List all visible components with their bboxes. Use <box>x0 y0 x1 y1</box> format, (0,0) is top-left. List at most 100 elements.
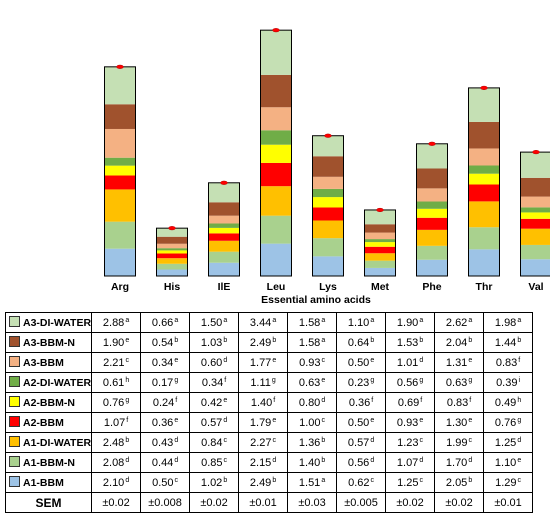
bar-segment-a1-di-water-phe <box>417 230 448 246</box>
significance-letter: b <box>419 337 423 344</box>
significance-letter: d <box>174 457 178 464</box>
series-name: A2-BBM-N <box>23 397 75 409</box>
significance-letter: b <box>370 337 374 344</box>
table-cell: 1.03b <box>190 333 239 353</box>
table-cell: 0.83f <box>484 353 533 373</box>
table-cell: 1.36b <box>288 433 337 453</box>
bar-segment-a3-di-water-lys <box>313 136 344 157</box>
bar-segment-a2-bbm-n-his <box>157 250 188 253</box>
bar-segment-a1-di-water-ile <box>209 241 240 252</box>
bar-segment-a3-bbm-leu <box>261 107 292 130</box>
bar-segment-a3-di-water-leu <box>261 30 292 75</box>
table-cell: 2.48b <box>92 433 141 453</box>
sem-cell: ±0.005 <box>337 493 386 513</box>
significance-letter: i <box>518 377 520 384</box>
table-cell: 1.50a <box>190 313 239 333</box>
table-cell: 1.00c <box>288 413 337 433</box>
bar-segment-a2-bbm-n-lys <box>313 197 344 207</box>
table-cell: 1.07f <box>92 413 141 433</box>
table-cell: 1.51a <box>288 473 337 493</box>
table-cell: 1.11g <box>239 373 288 393</box>
table-cell: 2.27c <box>239 433 288 453</box>
bar-segment-a3-bbm-phe <box>417 188 448 201</box>
bar-segment-a1-bbm-his <box>157 270 188 277</box>
bar-segment-a2-di-water-met <box>365 239 396 242</box>
bar-segment-a1-bbm-n-ile <box>209 252 240 263</box>
bar-segment-a1-di-water-val <box>521 229 550 245</box>
bar-top-marker-leu <box>273 28 280 32</box>
bar-segment-a3-bbm-n-leu <box>261 75 292 107</box>
significance-letter: f <box>126 417 128 424</box>
table-cell: 0.84c <box>190 433 239 453</box>
legend-swatch <box>9 436 20 447</box>
bar-segment-a2-bbm-n-val <box>521 212 550 218</box>
table-cell: 0.76g <box>484 413 533 433</box>
significance-letter: c <box>224 457 228 464</box>
bar-segment-a2-bbm-thr <box>469 184 500 201</box>
legend-swatch <box>9 416 20 427</box>
table-cell: 1.10e <box>484 453 533 473</box>
table-cell: 0.60d <box>190 353 239 373</box>
bar-segment-a2-bbm-phe <box>417 218 448 230</box>
bar-segment-a3-bbm-ile <box>209 216 240 224</box>
bar-segment-a1-bbm-leu <box>261 244 292 276</box>
legend-swatch <box>9 316 20 327</box>
table-cell: 1.44b <box>484 333 533 353</box>
significance-letter: d <box>370 457 374 464</box>
table-cell: 0.50c <box>141 473 190 493</box>
table-cell: 0.24f <box>141 393 190 413</box>
significance-letter: b <box>468 477 472 484</box>
bar-segment-a3-bbm-n-lys <box>313 156 344 177</box>
table-cell: 1.99c <box>435 433 484 453</box>
sem-cell: ±0.03 <box>288 493 337 513</box>
significance-letter: g <box>468 377 472 384</box>
table-cell: 2.05b <box>435 473 484 493</box>
bar-segment-a1-bbm-n-thr <box>469 227 500 249</box>
bar-segment-a1-di-water-lys <box>313 220 344 238</box>
bar-segment-a3-di-water-phe <box>417 144 448 169</box>
table-cell: 1.10a <box>337 313 386 333</box>
sem-cell: ±0.02 <box>386 493 435 513</box>
table-cell: 1.70d <box>435 453 484 473</box>
bar-segment-a3-bbm-thr <box>469 148 500 165</box>
bar-segment-a2-bbm-n-leu <box>261 145 292 163</box>
table-cell: 2.21c <box>92 353 141 373</box>
significance-letter: b <box>174 337 178 344</box>
significance-letter: e <box>272 417 276 424</box>
significance-letter: d <box>174 437 178 444</box>
significance-letter: d <box>223 357 227 364</box>
sem-label: SEM <box>6 493 92 513</box>
significance-letter: a <box>321 317 325 324</box>
significance-letter: e <box>125 337 129 344</box>
significance-letter: b <box>321 457 325 464</box>
bar-segment-a3-bbm-arg <box>105 129 136 158</box>
bar-top-marker-lys <box>325 134 332 138</box>
sem-cell: ±0.02 <box>435 493 484 513</box>
table-cell: 1.77e <box>239 353 288 373</box>
table-cell: 2.49b <box>239 333 288 353</box>
bar-segment-a1-bbm-n-arg <box>105 222 136 249</box>
series-name: A3-BBM-N <box>23 337 75 349</box>
bar-top-marker-val <box>533 150 540 154</box>
legend-swatch <box>9 376 20 387</box>
table-cell: 0.23g <box>337 373 386 393</box>
table-cell: 3.44a <box>239 313 288 333</box>
category-label: Lys <box>319 281 337 293</box>
significance-letter: f <box>224 377 226 384</box>
table-cell: 0.34e <box>141 353 190 373</box>
significance-letter: g <box>370 377 374 384</box>
bars-layer <box>105 28 550 276</box>
table-cell: 1.02b <box>190 473 239 493</box>
legend-swatch <box>9 396 20 407</box>
bar-top-marker-phe <box>429 142 436 146</box>
table-cell: 0.93e <box>386 413 435 433</box>
table-cell: 1.90a <box>386 313 435 333</box>
legend-swatch <box>9 336 20 347</box>
sem-cell: ±0.008 <box>141 493 190 513</box>
significance-letter: b <box>125 437 129 444</box>
bar-segment-a1-bbm-n-lys <box>313 238 344 256</box>
category-label: Thr <box>476 281 493 293</box>
significance-letter: b <box>272 477 276 484</box>
